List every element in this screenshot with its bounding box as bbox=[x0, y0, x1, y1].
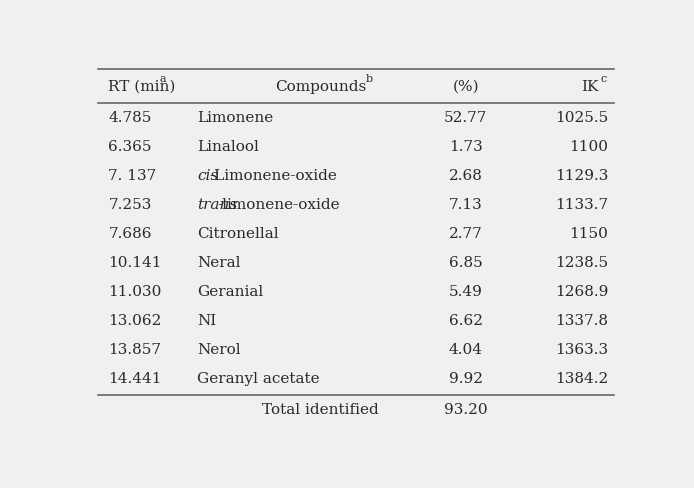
Text: 1150: 1150 bbox=[570, 227, 609, 241]
Text: 93.20: 93.20 bbox=[444, 402, 488, 416]
Text: 7.13: 7.13 bbox=[449, 198, 483, 212]
Text: Total identified: Total identified bbox=[262, 402, 379, 416]
Text: 1100: 1100 bbox=[570, 140, 609, 154]
Text: 6.85: 6.85 bbox=[449, 256, 483, 270]
Text: 52.77: 52.77 bbox=[444, 111, 488, 125]
Text: -Limonene-oxide: -Limonene-oxide bbox=[209, 169, 337, 183]
Text: Linalool: Linalool bbox=[197, 140, 259, 154]
Text: 1268.9: 1268.9 bbox=[555, 285, 609, 299]
Text: a: a bbox=[160, 74, 167, 84]
Text: 1238.5: 1238.5 bbox=[555, 256, 609, 270]
Text: Geranyl acetate: Geranyl acetate bbox=[197, 371, 320, 386]
Text: 4.04: 4.04 bbox=[449, 343, 483, 357]
Text: 1363.3: 1363.3 bbox=[555, 343, 609, 357]
Text: 6.62: 6.62 bbox=[449, 314, 483, 327]
Text: -limonene-oxide: -limonene-oxide bbox=[217, 198, 340, 212]
Text: cis: cis bbox=[197, 169, 218, 183]
Text: 2.77: 2.77 bbox=[449, 227, 483, 241]
Text: Compounds: Compounds bbox=[275, 80, 366, 94]
Text: Citronellal: Citronellal bbox=[197, 227, 278, 241]
Text: Limonene: Limonene bbox=[197, 111, 273, 125]
Text: 6.365: 6.365 bbox=[108, 140, 152, 154]
Text: 1.73: 1.73 bbox=[449, 140, 483, 154]
Text: RT (min): RT (min) bbox=[108, 80, 176, 94]
Text: Neral: Neral bbox=[197, 256, 241, 270]
Text: trans: trans bbox=[197, 198, 237, 212]
Text: NI: NI bbox=[197, 314, 217, 327]
Text: 5.49: 5.49 bbox=[449, 285, 483, 299]
Text: c: c bbox=[600, 74, 607, 84]
Text: 7. 137: 7. 137 bbox=[108, 169, 157, 183]
Text: 13.857: 13.857 bbox=[108, 343, 161, 357]
Text: 1133.7: 1133.7 bbox=[555, 198, 609, 212]
Text: 1337.8: 1337.8 bbox=[555, 314, 609, 327]
Text: b: b bbox=[365, 74, 373, 84]
Text: IK: IK bbox=[582, 80, 599, 94]
Text: 1025.5: 1025.5 bbox=[555, 111, 609, 125]
Text: 1384.2: 1384.2 bbox=[555, 371, 609, 386]
Text: 7.253: 7.253 bbox=[108, 198, 151, 212]
Text: (%): (%) bbox=[452, 80, 480, 94]
Text: 9.92: 9.92 bbox=[449, 371, 483, 386]
Text: 14.441: 14.441 bbox=[108, 371, 162, 386]
Text: Geranial: Geranial bbox=[197, 285, 263, 299]
Text: 2.68: 2.68 bbox=[449, 169, 483, 183]
Text: 13.062: 13.062 bbox=[108, 314, 162, 327]
Text: 10.141: 10.141 bbox=[108, 256, 162, 270]
Text: 1129.3: 1129.3 bbox=[555, 169, 609, 183]
Text: 7.686: 7.686 bbox=[108, 227, 152, 241]
Text: Nerol: Nerol bbox=[197, 343, 241, 357]
Text: 11.030: 11.030 bbox=[108, 285, 162, 299]
Text: 4.785: 4.785 bbox=[108, 111, 151, 125]
